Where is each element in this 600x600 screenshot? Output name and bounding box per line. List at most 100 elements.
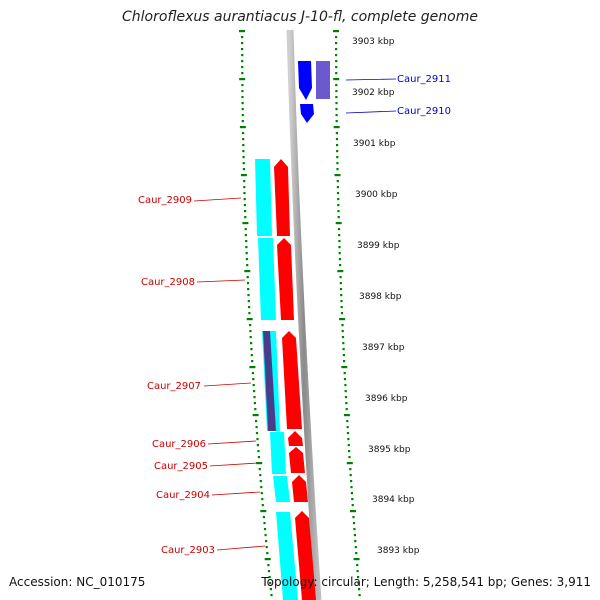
gc-tick xyxy=(253,402,256,405)
gene-bar-caur-2909[interactable] xyxy=(255,159,272,236)
gc-tick xyxy=(344,396,348,399)
gc-tick xyxy=(339,276,342,279)
gc-tick xyxy=(246,282,250,285)
gc-tick xyxy=(335,60,338,63)
gc-tick xyxy=(336,192,340,195)
gc-tick xyxy=(266,552,269,555)
gene-label-caur-2911[interactable]: Caur_2911 xyxy=(397,74,451,85)
gc-tick xyxy=(335,90,338,93)
gc-tick xyxy=(333,30,339,33)
gc-tick xyxy=(357,582,360,585)
gc-tick xyxy=(335,72,338,75)
gene-bar-caur-2911[interactable] xyxy=(316,61,330,99)
gc-tick xyxy=(241,114,244,117)
gc-tick xyxy=(247,288,250,291)
genome-backbone xyxy=(286,29,322,600)
gene-bar-alt-caur-2907[interactable] xyxy=(263,331,276,431)
gc-tick xyxy=(336,156,339,159)
gc-tick xyxy=(340,300,343,303)
gc-tick xyxy=(339,288,343,291)
gc-tick xyxy=(259,474,262,477)
gc-tick xyxy=(337,228,341,231)
gc-tick xyxy=(350,510,356,513)
gc-tick xyxy=(248,312,251,315)
gc-tick xyxy=(343,378,347,381)
gc-tick xyxy=(250,354,253,357)
gc-tick xyxy=(340,312,344,315)
gc-tick xyxy=(245,252,248,255)
gc-tick xyxy=(261,498,264,501)
gc-tick xyxy=(335,66,338,69)
gc-tick xyxy=(350,486,353,489)
gene-bar-caur-2903[interactable] xyxy=(276,512,298,600)
ruler-label: 3903 kbp xyxy=(352,37,395,47)
gc-tick xyxy=(270,594,273,597)
gc-skew-track-left xyxy=(239,30,273,597)
ruler-labels: 3903 kbp 3902 kbp 3901 kbp 3900 kbp 3899… xyxy=(352,37,420,556)
cds-arrow-caur-2906[interactable] xyxy=(288,431,303,446)
gc-tick xyxy=(241,120,244,123)
leader-line-caur-2910 xyxy=(345,110,397,114)
gc-tick xyxy=(241,36,244,39)
gene-label-caur-2909[interactable]: Caur_2909 xyxy=(138,195,192,206)
gc-tick xyxy=(358,588,361,591)
gene-bar-caur-2908[interactable] xyxy=(258,238,276,320)
gc-tick xyxy=(260,486,263,489)
gc-tick xyxy=(251,360,254,363)
gc-tick xyxy=(243,204,246,207)
gene-label-caur-2908[interactable]: Caur_2908 xyxy=(141,277,195,288)
gc-tick xyxy=(335,36,338,39)
gc-tick xyxy=(244,210,247,213)
gc-tick xyxy=(349,474,352,477)
gc-tick xyxy=(242,162,245,165)
forward-strand-features xyxy=(298,61,330,123)
gc-tick xyxy=(252,378,255,381)
leader-line-caur-2908 xyxy=(196,279,246,283)
cds-arrow-caur-2908[interactable] xyxy=(277,238,294,320)
gene-bar-caur-2906[interactable] xyxy=(270,432,286,474)
gc-tick xyxy=(334,174,341,177)
gene-label-caur-2907[interactable]: Caur_2907 xyxy=(147,381,201,392)
gc-tick xyxy=(342,348,345,351)
gc-tick xyxy=(339,318,346,321)
cds-arrow-caur-2907[interactable] xyxy=(282,331,302,429)
gc-tick xyxy=(352,522,356,525)
gene-label-caur-2906[interactable]: Caur_2906 xyxy=(152,439,206,450)
gene-label-caur-2904[interactable]: Caur_2904 xyxy=(156,490,210,501)
gc-tick xyxy=(346,432,350,435)
gc-tick xyxy=(255,420,258,423)
gc-tick xyxy=(241,96,244,99)
cds-arrow-caur-2911[interactable] xyxy=(298,61,312,100)
cds-arrow-caur-2910[interactable] xyxy=(300,104,314,123)
gc-tick xyxy=(337,204,340,207)
ruler-label: 3893 kbp xyxy=(377,546,420,556)
gc-tick xyxy=(250,342,253,345)
cds-arrow-caur-2909[interactable] xyxy=(274,159,290,236)
leader-line-caur-2905 xyxy=(209,462,259,467)
gene-label-caur-2903[interactable]: Caur_2903 xyxy=(161,545,215,556)
gc-tick xyxy=(341,324,344,327)
leader-lines xyxy=(193,78,397,551)
gc-tick xyxy=(344,384,347,387)
cds-arrow-caur-2905[interactable] xyxy=(289,447,305,473)
cds-arrow-caur-2903[interactable] xyxy=(295,511,316,600)
gc-tick xyxy=(245,258,248,261)
cds-arrow-caur-2904[interactable] xyxy=(292,475,308,502)
gc-tick xyxy=(346,462,353,465)
gc-tick xyxy=(335,102,338,105)
gc-tick xyxy=(253,390,256,393)
gc-tick xyxy=(338,246,341,249)
gc-tick xyxy=(255,426,258,429)
gc-tick xyxy=(250,348,253,351)
gc-tick xyxy=(335,132,338,135)
gc-tick xyxy=(241,42,244,45)
gc-tick xyxy=(356,564,359,567)
gc-tick xyxy=(255,432,259,435)
gc-tick xyxy=(353,558,360,561)
gene-bar-caur-2904[interactable] xyxy=(273,476,290,502)
gc-tick xyxy=(339,282,342,285)
gene-label-caur-2905[interactable]: Caur_2905 xyxy=(154,461,208,472)
gc-tick xyxy=(240,174,247,177)
gc-tick xyxy=(335,120,338,123)
gene-label-caur-2910[interactable]: Caur_2910 xyxy=(397,106,451,117)
